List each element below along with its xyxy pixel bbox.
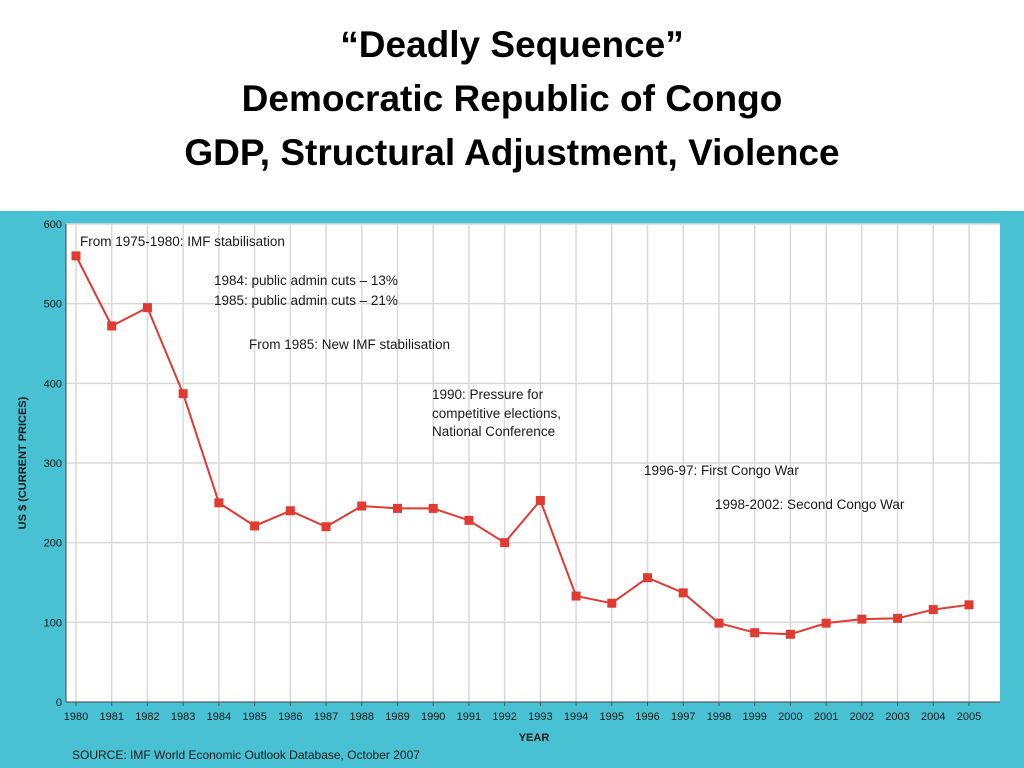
data-point-1986 bbox=[285, 506, 295, 516]
data-point-1988 bbox=[357, 501, 367, 511]
data-point-1996 bbox=[643, 573, 653, 583]
chart-panel: 0 100 200 300 400 500 600 1980 1981 1982 1983 1984… bbox=[0, 211, 1024, 768]
x-tick-label: 1983 bbox=[171, 711, 195, 723]
title-line-1: “Deadly Sequence” bbox=[340, 24, 684, 65]
annotation-4: From 1985: New IMF stabilisation bbox=[249, 337, 450, 352]
x-tick-label: 2001 bbox=[814, 711, 838, 723]
x-tick-label: 1999 bbox=[742, 711, 766, 723]
y-tick-label: 200 bbox=[44, 538, 62, 550]
x-tick-label: 1985 bbox=[242, 711, 266, 723]
y-axis-title: US $ (CURRENT PRICES) bbox=[17, 396, 29, 529]
data-point-1995 bbox=[607, 598, 617, 608]
x-tick-label: 1998 bbox=[707, 711, 731, 723]
data-point-1990 bbox=[428, 503, 438, 513]
x-tick-label: 1988 bbox=[350, 711, 374, 723]
annotation-2: 1984: public admin cuts – 13% bbox=[214, 273, 398, 288]
x-tick-label: 1982 bbox=[135, 711, 159, 723]
y-tick-label: 400 bbox=[44, 378, 62, 390]
x-tick-label: 1987 bbox=[314, 711, 338, 723]
source-note: SOURCE: IMF World Economic Outlook Datab… bbox=[72, 748, 420, 762]
x-tick-label: 1992 bbox=[492, 711, 516, 723]
x-axis-title: YEAR bbox=[519, 732, 550, 744]
x-tick-label: 1991 bbox=[457, 711, 481, 723]
x-tick-label: 1980 bbox=[64, 711, 88, 723]
annotation-3: 1985: public admin cuts – 21% bbox=[214, 293, 398, 308]
data-point-1993 bbox=[535, 495, 545, 505]
data-point-1992 bbox=[500, 538, 510, 548]
x-tick-label: 1997 bbox=[671, 711, 695, 723]
data-point-1985 bbox=[250, 521, 260, 531]
y-tick-label: 300 bbox=[44, 458, 62, 470]
x-tick-label: 1994 bbox=[564, 711, 588, 723]
data-point-1997 bbox=[678, 588, 688, 598]
slide-title: “Deadly Sequence” Democratic Republic of… bbox=[0, 18, 1024, 180]
x-tick-label: 1989 bbox=[385, 711, 409, 723]
x-tick-label: 2003 bbox=[885, 711, 909, 723]
title-line-2: Democratic Republic of Congo bbox=[241, 78, 783, 119]
data-point-1998 bbox=[714, 618, 724, 628]
annotation-1: From 1975-1980: IMF stabilisation bbox=[80, 234, 285, 249]
y-tick-label: 100 bbox=[44, 617, 62, 629]
gdp-series-line bbox=[75, 255, 970, 636]
data-point-1999 bbox=[750, 628, 760, 638]
x-tick-label: 2004 bbox=[921, 711, 945, 723]
x-tick-label: 1996 bbox=[635, 711, 659, 723]
annotation-8: 1996-97: First Congo War bbox=[644, 463, 799, 478]
annotation-9: 1998-2002: Second Congo War bbox=[715, 497, 905, 512]
y-tick-label: 500 bbox=[44, 299, 62, 311]
x-tick-label: 1993 bbox=[528, 711, 552, 723]
annotation-5: 1990: Pressure for bbox=[432, 387, 544, 402]
x-tick-label: 2005 bbox=[957, 711, 981, 723]
data-point-1980 bbox=[71, 251, 81, 261]
data-point-1987 bbox=[321, 522, 331, 532]
data-point-2003 bbox=[893, 613, 903, 623]
data-point-2002 bbox=[857, 614, 867, 624]
data-point-1984 bbox=[214, 498, 224, 508]
data-point-1991 bbox=[464, 515, 474, 525]
x-tick-label: 1995 bbox=[600, 711, 624, 723]
data-point-2001 bbox=[821, 618, 831, 628]
data-point-2000 bbox=[785, 629, 795, 639]
data-point-1982 bbox=[142, 303, 152, 313]
x-tick-label: 2000 bbox=[778, 711, 802, 723]
annotation-6: competitive elections, bbox=[432, 406, 561, 421]
x-tick-label: 2002 bbox=[850, 711, 874, 723]
x-tick-label: 1984 bbox=[207, 711, 231, 723]
x-tick-label: 1981 bbox=[99, 711, 123, 723]
x-tick-label: 1990 bbox=[421, 711, 445, 723]
x-tick-label: 1986 bbox=[278, 711, 302, 723]
data-point-1989 bbox=[392, 503, 402, 513]
gdp-line-chart: 0 100 200 300 400 500 600 1980 1981 1982 1983 1984… bbox=[17, 219, 1000, 762]
data-point-1981 bbox=[107, 321, 117, 331]
data-point-1983 bbox=[178, 389, 188, 399]
data-point-1994 bbox=[571, 591, 581, 601]
title-line-3: GDP, Structural Adjustment, Violence bbox=[184, 132, 840, 173]
data-point-2004 bbox=[928, 605, 938, 615]
annotation-7: National Conference bbox=[432, 424, 555, 439]
data-point-2005 bbox=[964, 600, 974, 610]
y-tick-label: 600 bbox=[44, 219, 62, 231]
y-tick-label: 0 bbox=[56, 697, 62, 709]
